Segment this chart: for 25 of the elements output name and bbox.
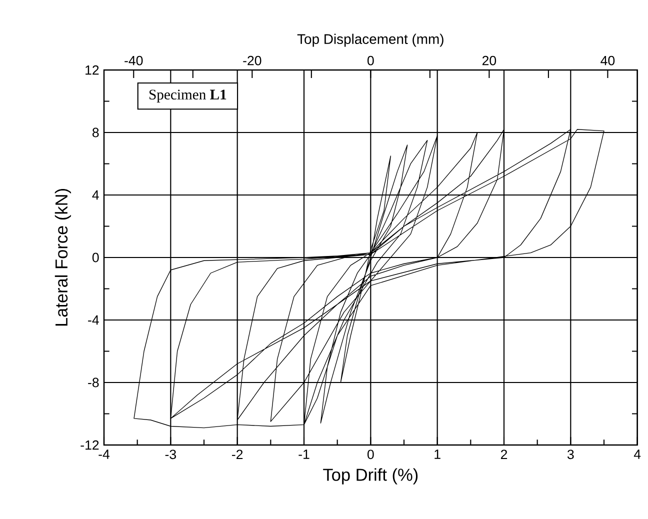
x-axis-title: Top Drift (%): [323, 468, 418, 484]
x-tick-label: -1: [298, 450, 310, 459]
y-tick-label: 12: [86, 65, 99, 75]
y-axis-title: Lateral Force (kN): [54, 189, 71, 326]
x-tick-label: -3: [165, 450, 176, 460]
x2-tick-label: -40: [124, 56, 143, 66]
x-tick-label: -4: [98, 450, 110, 459]
x-tick-label: 4: [634, 450, 641, 459]
x2-tick-label: 40: [600, 56, 615, 66]
x-tick-label: 1: [434, 450, 440, 459]
x2-axis-title: Top Displacement (mm): [297, 34, 444, 47]
y-tick-label: 8: [92, 128, 99, 138]
x-tick-label: 2: [500, 450, 508, 459]
y-tick-label: -4: [88, 315, 99, 325]
x-tick-label: 0: [367, 450, 374, 460]
x2-tick-label: 20: [482, 56, 496, 66]
y-tick-label: 0: [92, 252, 99, 262]
annotation: Specimen L1: [150, 90, 226, 102]
x2-tick-label: -20: [243, 56, 262, 66]
x-tick-label: 3: [567, 450, 574, 460]
x-tick-label: -2: [232, 450, 243, 459]
y-tick-label: -12: [80, 440, 99, 450]
y-tick-label: -8: [88, 378, 99, 388]
x2-tick-label: 0: [367, 56, 374, 66]
y-tick-label: 4: [92, 190, 99, 200]
